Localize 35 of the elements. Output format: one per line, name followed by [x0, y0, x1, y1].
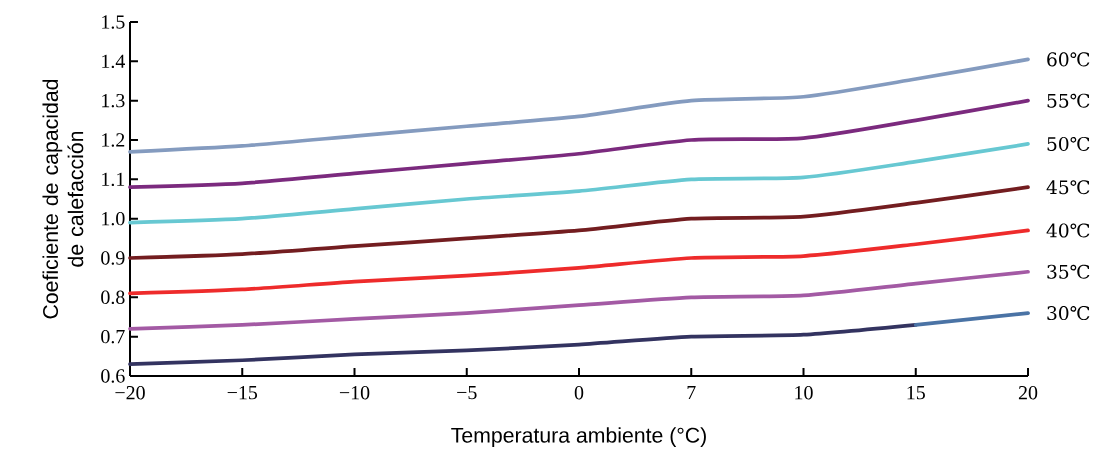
series-label: 60℃ — [1047, 52, 1090, 67]
line-series — [128, 323, 918, 367]
x-tick-label: 10 — [795, 386, 813, 400]
y-tick-label: 1.0 — [102, 211, 125, 226]
line-series — [128, 185, 1030, 260]
x-tick-label: 20 — [1018, 386, 1038, 400]
y-tick-label: 1.1 — [102, 172, 125, 187]
line-series — [128, 98, 1030, 190]
series-label: 35℃ — [1047, 264, 1090, 279]
y-tick-label: 0.6 — [101, 369, 125, 383]
x-tick-label: −20 — [115, 386, 145, 400]
x-tick-label: −15 — [227, 386, 258, 400]
x-tick-label: 15 — [907, 386, 925, 400]
line-series — [128, 228, 1030, 296]
x-tick-label: −10 — [339, 386, 370, 400]
line-series — [128, 57, 1030, 154]
y-tick-label: 1.3 — [102, 93, 125, 108]
y-tick-label: 0.9 — [101, 251, 125, 265]
y-tick-label: 0.8 — [101, 290, 125, 305]
series-label: 55℃ — [1047, 93, 1090, 108]
x-tick-label: −5 — [457, 386, 477, 400]
y-tick-label: 1.5 — [102, 15, 125, 29]
y-tick-label: 0.7 — [101, 329, 125, 344]
series-label: 30℃ — [1047, 306, 1090, 321]
line-series — [128, 269, 1030, 331]
y-axis-title: Coeficiente de capacidad de calefacción — [42, 79, 84, 319]
y-tick-label: 1.4 — [102, 54, 125, 69]
series-label: 45℃ — [1046, 180, 1090, 195]
line-series — [128, 142, 1030, 225]
y-tick-label: 1.2 — [102, 133, 125, 147]
series-label: 50℃ — [1047, 136, 1090, 151]
series-label: 40℃ — [1046, 223, 1090, 238]
x-tick-label: 7 — [687, 386, 696, 400]
x-tick-label: 0 — [574, 386, 584, 400]
x-axis-title: Temperatura ambiente (°C) — [451, 427, 706, 447]
